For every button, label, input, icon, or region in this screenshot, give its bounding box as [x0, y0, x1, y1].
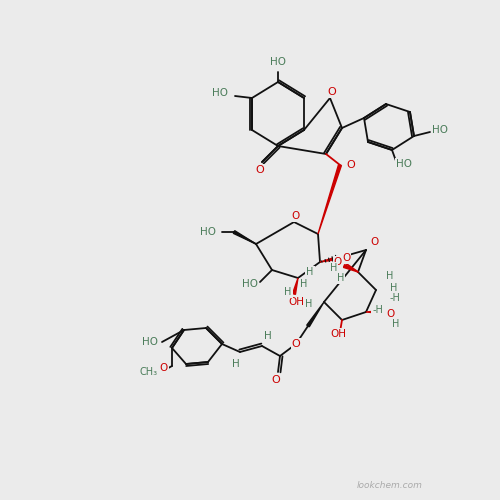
Polygon shape [234, 230, 256, 244]
Text: H: H [304, 299, 312, 309]
Text: H: H [336, 273, 344, 283]
Text: H: H [390, 283, 398, 293]
Text: -H: -H [372, 305, 384, 315]
Text: HO: HO [270, 57, 286, 67]
Text: H: H [306, 267, 314, 277]
Text: H: H [330, 263, 338, 273]
Text: O: O [272, 375, 280, 385]
Text: O: O [346, 160, 355, 170]
Text: H: H [284, 287, 292, 297]
Text: O: O [386, 309, 394, 319]
Text: H: H [300, 279, 308, 289]
Text: O: O [342, 253, 350, 263]
Polygon shape [292, 278, 298, 294]
Text: HO: HO [396, 159, 412, 169]
Text: O: O [292, 211, 300, 221]
Text: HO: HO [432, 125, 448, 135]
Polygon shape [366, 310, 382, 314]
Text: -H: -H [390, 293, 401, 303]
Text: H: H [386, 271, 394, 281]
Text: O: O [292, 339, 300, 349]
Text: OH: OH [330, 329, 346, 339]
Text: H: H [392, 319, 400, 329]
Text: O: O [256, 165, 264, 175]
Text: HO: HO [212, 88, 228, 98]
Text: O: O [334, 257, 342, 267]
Text: H: H [232, 359, 240, 369]
Text: HO: HO [200, 227, 216, 237]
Text: O: O [160, 363, 168, 373]
Text: lookchem.com: lookchem.com [357, 482, 423, 490]
Polygon shape [318, 164, 342, 234]
Polygon shape [307, 302, 324, 327]
Text: HO: HO [242, 279, 258, 289]
Text: OH: OH [288, 297, 304, 307]
Text: O: O [328, 87, 336, 97]
Text: CH₃: CH₃ [140, 367, 158, 377]
Polygon shape [344, 264, 358, 272]
Text: HO: HO [142, 337, 158, 347]
Text: H: H [264, 331, 272, 341]
Text: O: O [370, 237, 378, 247]
Polygon shape [320, 256, 338, 262]
